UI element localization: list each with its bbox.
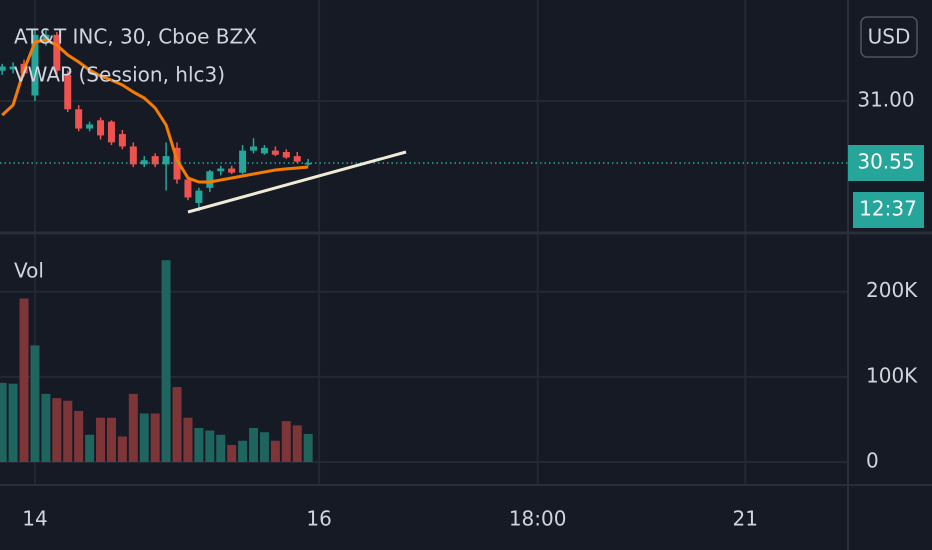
volume-bar — [281, 421, 291, 463]
candle-body — [0, 66, 6, 71]
volume-bar — [292, 425, 302, 463]
candle-body — [260, 147, 268, 154]
volume-label: Vol — [14, 259, 44, 283]
candle-body — [42, 34, 50, 41]
volume-bar — [85, 434, 95, 463]
candle-body — [195, 190, 203, 203]
candle-body — [53, 34, 61, 71]
volume-bar — [205, 430, 215, 463]
volume-bar — [194, 427, 204, 463]
volume-tick-label: 100K — [866, 363, 918, 387]
volume-bar — [19, 298, 29, 463]
x-tick-label: 16 — [306, 507, 331, 531]
candle-body — [129, 146, 137, 165]
volume-bar — [270, 440, 280, 463]
x-tick-label: 18:00 — [509, 507, 567, 531]
candle-body — [206, 171, 214, 188]
volume-bar — [303, 433, 313, 463]
currency-label[interactable]: USD — [868, 25, 911, 49]
last-price-box — [848, 145, 924, 182]
x-tick-label: 21 — [733, 507, 758, 531]
volume-bar — [30, 345, 40, 463]
volume-bar — [259, 432, 269, 463]
candle-body — [162, 156, 170, 165]
candle-body — [75, 109, 83, 129]
volume-bar — [172, 387, 182, 463]
candle-body — [282, 151, 290, 158]
marks — [0, 29, 848, 463]
candle-body — [107, 121, 115, 143]
countdown-label: 12:37 — [859, 197, 917, 221]
volume-bar — [52, 398, 62, 463]
candle-body — [151, 156, 159, 165]
candle-body — [118, 134, 126, 147]
volume-bar — [128, 393, 138, 463]
volume-bar — [150, 413, 160, 463]
candle-body — [31, 34, 39, 96]
volume-bar — [74, 410, 84, 463]
candle-body — [304, 163, 312, 165]
volume-tick-label: 200K — [866, 278, 918, 302]
trend-line — [187, 150, 407, 214]
candle-body — [228, 168, 236, 173]
candle-body — [250, 146, 258, 151]
volume-bar — [161, 260, 171, 463]
volume-bar — [139, 413, 149, 463]
volume-bar — [216, 434, 226, 463]
volume-bar — [106, 417, 116, 463]
candle-body — [97, 120, 105, 136]
volume-bar — [117, 436, 127, 463]
candle-body — [86, 124, 94, 129]
candle-body — [271, 150, 279, 155]
volume-tick-label: 0 — [866, 449, 879, 473]
candle-body — [64, 74, 72, 110]
candle-body — [184, 179, 192, 198]
x-tick-label: 14 — [22, 507, 47, 531]
chart-title: AT&T INC, 30, Cboe BZX — [14, 25, 257, 49]
y-tick-label: 31.00 — [857, 87, 914, 111]
volume-bar — [63, 400, 73, 463]
volume-bar — [96, 417, 106, 463]
countdown-box — [853, 192, 924, 229]
volume-bar — [41, 393, 51, 463]
volume-bar — [249, 427, 259, 463]
labels: 14 16 18:00 21 31.00 200K 100K 0 30.55 12:37 — [22, 87, 924, 531]
candle-body — [239, 150, 247, 173]
candle-body — [217, 168, 225, 172]
last-price-label: 30.55 — [857, 150, 914, 174]
candle-body — [9, 66, 17, 70]
volume-bar — [238, 440, 248, 463]
indicator-label: VWAP (Session, hlc3) — [14, 63, 225, 87]
candle-body — [173, 147, 181, 180]
volume-bar — [0, 382, 7, 463]
currency-button-box[interactable] — [860, 16, 918, 58]
volume-bar — [227, 444, 237, 463]
vwap-line — [1, 38, 309, 184]
currency-button[interactable]: USD — [860, 16, 918, 58]
volume-bar — [183, 417, 193, 463]
volume-bar — [8, 383, 18, 463]
candle-body — [293, 156, 301, 162]
